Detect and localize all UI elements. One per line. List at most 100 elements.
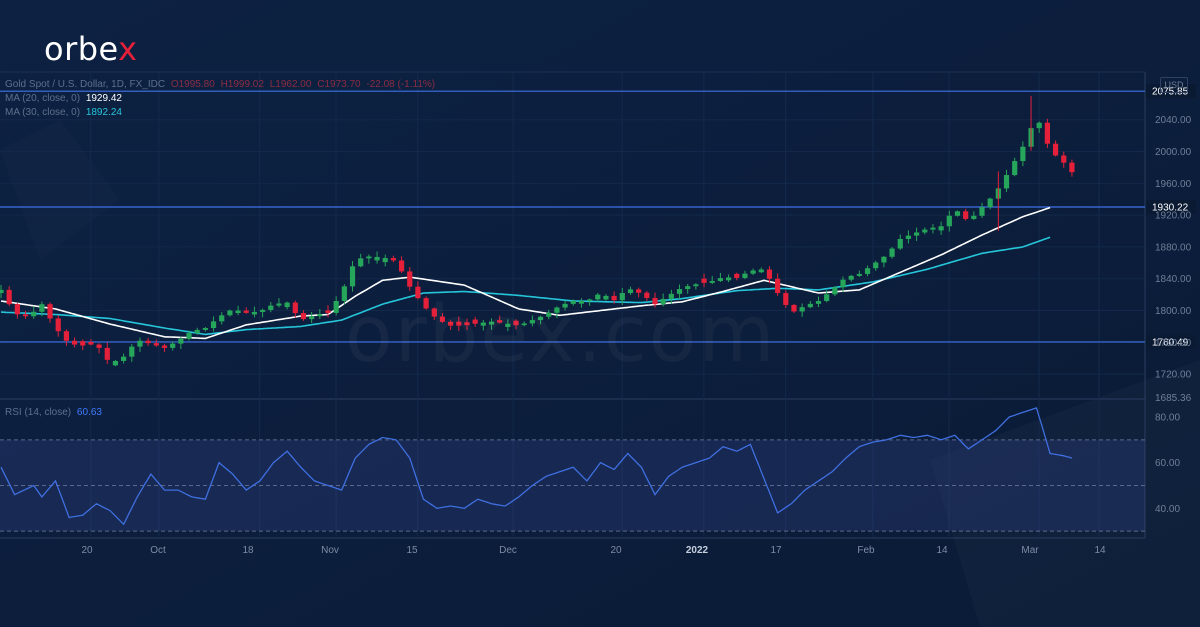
candle-up: [799, 307, 805, 312]
time-tick-label: 15: [406, 545, 418, 556]
candle-up: [170, 343, 176, 348]
candle-up: [971, 215, 977, 219]
candle-up: [709, 280, 715, 283]
candle-up: [897, 238, 903, 249]
key-level-label-bg: [1146, 84, 1196, 99]
candle-up: [758, 269, 764, 273]
ma30-label: MA (30, close, 0): [5, 107, 81, 118]
candle-down: [636, 289, 642, 293]
candle-down: [1052, 143, 1059, 156]
currency-selector[interactable]: USD: [1160, 77, 1188, 93]
price-tick-label: 2000.00: [1155, 147, 1192, 158]
candle-down: [153, 343, 159, 346]
candle-down: [783, 293, 789, 305]
candle-up: [39, 304, 45, 312]
candle-up: [186, 333, 192, 339]
candle-down: [71, 340, 78, 345]
candle-down: [497, 320, 503, 323]
rsi-tick-label: 80.00: [1155, 412, 1180, 423]
candle-up: [815, 300, 822, 304]
candle-up: [905, 235, 912, 239]
candle-up: [832, 287, 838, 295]
time-tick-label: Mar: [1021, 545, 1039, 556]
price-tick-label: 1800.00: [1155, 306, 1192, 317]
candle-down: [791, 304, 797, 312]
candle-up: [488, 321, 495, 325]
candle-up: [750, 270, 756, 274]
candle-up: [309, 316, 315, 320]
axes: 2040.002000.001960.001920.001880.001840.…: [81, 115, 1191, 556]
price-tick-label: 1840.00: [1155, 274, 1192, 285]
candle-down: [775, 278, 781, 294]
candle-up: [358, 258, 364, 267]
candle-up: [317, 314, 323, 317]
candle-up: [537, 316, 544, 321]
candle-down: [325, 310, 331, 313]
candle-down: [80, 341, 86, 346]
key-level-label-bg: [1146, 199, 1196, 214]
candle-up: [930, 227, 936, 230]
price-tick-label: 1720.00: [1155, 370, 1192, 381]
ohlc-change: -22.08 (-1.11%): [366, 79, 436, 90]
candle-up: [873, 262, 879, 269]
time-tick-label: Nov: [321, 545, 339, 556]
candle-up: [260, 309, 266, 312]
candle-up: [717, 278, 723, 281]
candle-down: [423, 298, 429, 309]
candle-up: [121, 356, 127, 361]
candle-up: [1020, 146, 1026, 162]
candle-down: [63, 331, 69, 341]
candle-up: [0, 289, 4, 294]
candle-up: [807, 303, 813, 308]
candle-down: [55, 318, 61, 332]
candle-up: [1036, 122, 1042, 129]
rsi-tick-label: 40.00: [1155, 504, 1180, 515]
candle-up: [521, 323, 527, 326]
candle-down: [14, 304, 20, 315]
rsi-line: [0, 407, 1073, 526]
candle-up: [349, 266, 356, 287]
candle-down: [292, 302, 298, 314]
candle-up: [603, 295, 609, 300]
candle-up: [938, 226, 944, 231]
candle-down: [145, 340, 151, 344]
time-tick-label: 20: [81, 545, 93, 556]
candle-up: [112, 360, 119, 366]
price-tick-label: 1760.00: [1155, 338, 1192, 349]
time-tick-label: Dec: [499, 545, 517, 556]
candle-up: [914, 232, 920, 236]
candle-up: [382, 258, 388, 263]
candle-up: [333, 300, 339, 313]
candle-up: [578, 300, 585, 304]
candle-up: [627, 289, 634, 294]
candle-down: [652, 297, 658, 305]
candle-up: [251, 311, 258, 315]
ma20-label: MA (20, close, 0): [5, 93, 81, 104]
symbol-legend: Gold Spot / U.S. Dollar, 1D, FX_IDC O199…: [5, 79, 438, 90]
candle-up: [227, 310, 233, 316]
candle-down: [243, 310, 249, 313]
candle-down: [6, 289, 12, 305]
candle-up: [587, 299, 593, 301]
candle-up: [619, 293, 625, 301]
candle-up: [554, 307, 560, 313]
time-tick-label: 14: [1094, 545, 1106, 556]
candle-up: [668, 293, 674, 299]
candle-down: [300, 313, 307, 320]
candle-down: [390, 258, 396, 261]
candle-up: [178, 338, 184, 344]
ma30-line: [0, 236, 1051, 336]
candle-up: [219, 315, 225, 322]
candle-up: [889, 248, 895, 257]
price-tick-label: 1960.00: [1155, 179, 1192, 190]
candle-down: [611, 295, 617, 301]
candle-up: [685, 286, 691, 290]
key-level-label-bg: [1146, 334, 1196, 349]
time-tick-label: 17: [770, 545, 782, 556]
candle-up: [922, 229, 928, 233]
candle-up: [276, 303, 282, 306]
candle-up: [194, 329, 200, 334]
candle-down: [96, 344, 102, 348]
